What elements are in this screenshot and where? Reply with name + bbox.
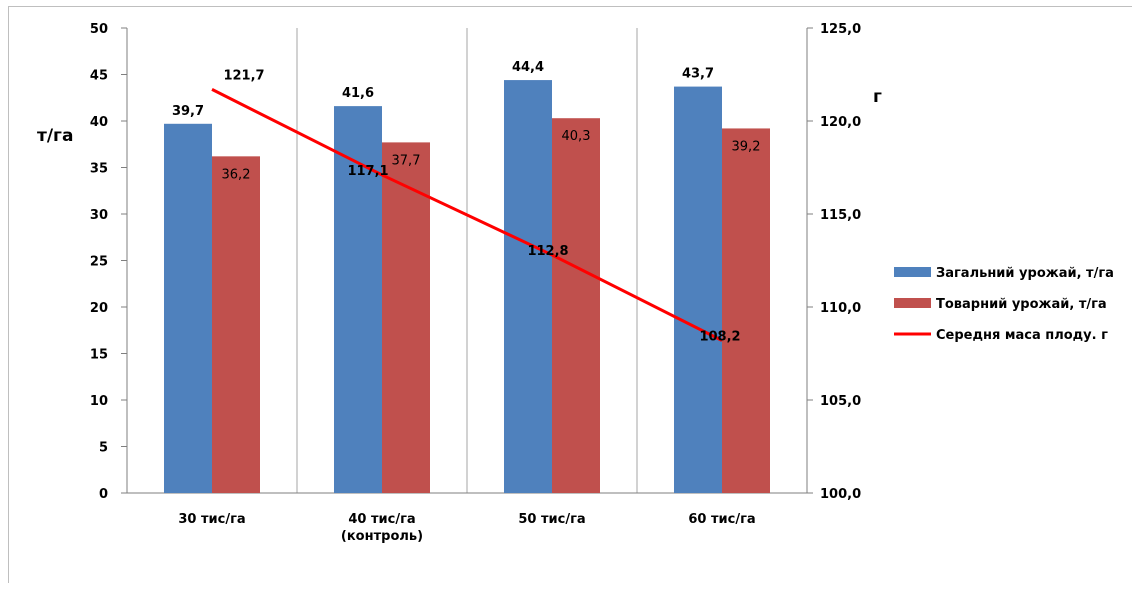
- y-tick-label: 15: [90, 348, 108, 363]
- y2-tick-label: 100,0: [820, 487, 861, 502]
- y-tick-label: 45: [90, 69, 108, 84]
- data-label: 39,7: [172, 104, 204, 119]
- y-tick-label: 30: [90, 208, 108, 223]
- data-label: 36,2: [222, 167, 251, 182]
- chart-frame: 0 5 10 15 20 25 30 35 40 45 50 100,0 105,0 110,0 115,0…: [8, 6, 1132, 583]
- bar-marketable-yield: [552, 118, 600, 494]
- y2-tick-label: 105,0: [820, 394, 861, 409]
- data-label: 43,7: [682, 67, 714, 82]
- y2-tick-label: 115,0: [820, 208, 861, 223]
- legend-label: Загальний урожай, т/га: [936, 266, 1114, 281]
- y-tick-label: 5: [99, 441, 108, 456]
- y-tick-label: 25: [90, 255, 108, 270]
- line-data-label: 117,1: [347, 164, 388, 179]
- data-label: 44,4: [512, 60, 544, 75]
- y-tick-label: 20: [90, 301, 108, 316]
- data-label: 40,3: [562, 129, 591, 144]
- line-data-label: 112,8: [527, 244, 568, 259]
- bar-total-yield: [504, 80, 552, 493]
- bar-marketable-yield: [722, 128, 770, 493]
- bar-total-yield: [674, 86, 722, 493]
- line-average-fruit-mass: [211, 88, 723, 342]
- line-data-label: 121,7: [223, 68, 264, 83]
- bar-marketable-yield: [382, 142, 430, 493]
- legend-label: Середня маса плоду. г: [936, 328, 1108, 343]
- legend-swatch: [894, 298, 931, 308]
- bar-total-yield: [164, 123, 212, 493]
- data-label: 37,7: [392, 153, 421, 168]
- y-tick-label: 35: [90, 162, 108, 177]
- y-tick-label: 40: [90, 115, 108, 130]
- legend-label: Товарний урожай, т/га: [936, 297, 1107, 312]
- data-label: 39,2: [732, 139, 761, 154]
- x-category-label: 40 тис/га: [348, 512, 415, 527]
- y2-axis-title: г: [873, 87, 882, 107]
- x-category-label: 60 тис/га: [688, 512, 755, 527]
- line-data-label: 108,2: [699, 329, 740, 344]
- x-category-label: 30 тис/га: [178, 512, 245, 527]
- y-tick-label: 0: [99, 487, 108, 502]
- x-category-label: 50 тис/га: [518, 512, 585, 527]
- legend-swatch: [894, 267, 931, 277]
- y-tick-label: 50: [90, 22, 108, 37]
- data-label: 41,6: [342, 86, 374, 101]
- y-axis-title: т/га: [37, 126, 73, 146]
- y2-tick-label: 110,0: [820, 301, 861, 316]
- chart: 0 5 10 15 20 25 30 35 40 45 50 100,0 105,0 110,0 115,0…: [37, 22, 1114, 544]
- bar-marketable-yield: [212, 156, 260, 493]
- y-tick-label: 10: [90, 394, 108, 409]
- y2-tick-label: 120,0: [820, 115, 861, 130]
- y2-tick-label: 125,0: [820, 22, 861, 37]
- x-category-label: (контроль): [341, 529, 423, 544]
